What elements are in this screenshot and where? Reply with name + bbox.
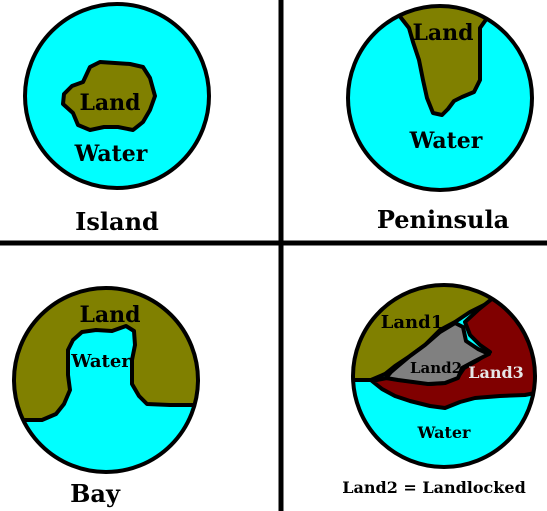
- land2-label: Land2: [410, 359, 462, 377]
- peninsula-water-label: Water: [409, 128, 483, 154]
- bay-water-label: Water: [70, 351, 131, 372]
- bay-caption: Bay: [70, 479, 121, 508]
- island-panel: Land Water Island: [23, 2, 211, 236]
- peninsula-land-shape: [388, 6, 502, 117]
- landlocked-water-label: Water: [417, 423, 472, 442]
- island-land-label: Land: [79, 90, 140, 116]
- bay-circle-outline: [12, 286, 200, 474]
- land2-shape: [384, 321, 491, 386]
- landlocked-panel: Land1 Land2 Land3 Water Land2 = Landlock…: [342, 283, 537, 497]
- peninsula-panel: Land Water Peninsula: [346, 4, 534, 234]
- land3-shape: [370, 296, 535, 410]
- landlocked-caption: Land2 = Landlocked: [342, 478, 526, 497]
- island-caption: Island: [75, 207, 159, 236]
- peninsula-caption: Peninsula: [377, 205, 509, 234]
- bay-panel: Land Water Bay: [12, 286, 200, 508]
- land1-label: Land1: [381, 312, 444, 333]
- peninsula-land-label: Land: [412, 20, 473, 46]
- island-land-shape: [61, 60, 157, 132]
- land3-label: Land3: [468, 363, 524, 382]
- landlocked-circle-outline: [351, 283, 537, 469]
- bay-land-label: Land: [79, 302, 140, 328]
- peninsula-circle-outline: [346, 4, 534, 192]
- island-water-label: Water: [74, 141, 148, 167]
